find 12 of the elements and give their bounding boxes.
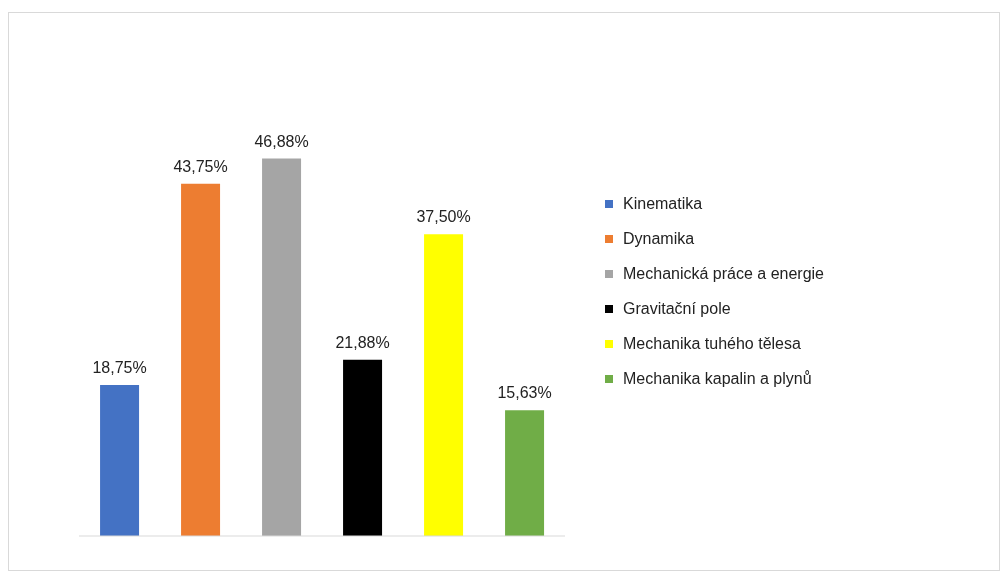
legend-label: Kinematika: [623, 194, 703, 212]
legend-label: Gravitační pole: [623, 299, 731, 317]
data-label: 43,75%: [173, 157, 228, 175]
data-label: 15,63%: [497, 384, 552, 402]
data-label: 21,88%: [335, 333, 390, 351]
legend-label: Mechanická práce a energie: [623, 264, 825, 282]
legend-label: Mechanika tuhého tělesa: [623, 334, 801, 352]
data-label: 37,50%: [416, 208, 471, 226]
legend-label: Mechanika kapalin a plynů: [623, 369, 812, 387]
data-label: 18,75%: [92, 359, 147, 377]
legend-label: Dynamika: [623, 229, 695, 247]
data-label: 46,88%: [254, 132, 309, 150]
